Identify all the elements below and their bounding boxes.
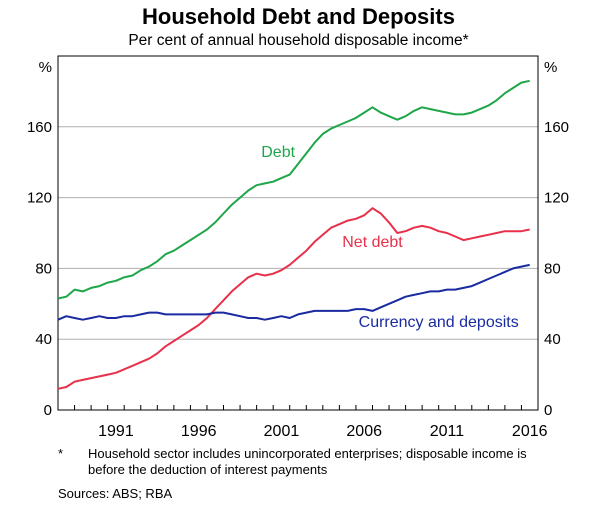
y-tick-label-right: 120 — [544, 190, 569, 207]
y-tick-label-right: 0 — [544, 402, 552, 419]
y-tick-label-left: 40 — [35, 331, 52, 348]
line-chart: 0 0 40 40 80 80 120 120 160 160% % 1991 1996 2001 2006… — [27, 55, 569, 440]
x-tick-label: 2011 — [430, 423, 465, 440]
y-tick-label-right: 160 — [544, 119, 569, 136]
x-tick-label: 1991 — [98, 423, 134, 440]
y-tick-label-right: 40 — [544, 331, 561, 348]
series-label-currency-and-deposits: Currency and deposits — [359, 314, 519, 331]
y-tick-label-left: 120 — [27, 190, 52, 207]
sources-note: Sources: ABS; RBA — [58, 486, 173, 501]
y-unit-label-left: % — [39, 59, 52, 76]
series-label-debt: Debt — [261, 144, 295, 161]
y-tick-label-right: 80 — [544, 260, 561, 277]
footnote-marker: * — [58, 446, 64, 461]
series-line-currency-and-deposits — [57, 263, 530, 321]
plot-frame — [57, 55, 539, 411]
y-tick-label-left: 160 — [27, 119, 52, 136]
series-line-net-debt — [57, 207, 530, 390]
footnote: Household sector includes unincorporated… — [88, 446, 527, 477]
series-line-debt — [57, 79, 530, 300]
x-tick-label: 2001 — [264, 423, 300, 440]
y-tick-label-left: 0 — [44, 402, 52, 419]
series-label-net-debt: Net debt — [342, 234, 403, 251]
chart-subtitle: Per cent of annual household disposable … — [128, 32, 469, 49]
x-tick-label: 2016 — [512, 423, 548, 440]
chart-title: Household Debt and Deposits — [142, 4, 455, 29]
y-tick-label-left: 80 — [35, 260, 52, 277]
x-tick-label: 2006 — [346, 423, 382, 440]
x-tick-label: 1996 — [181, 423, 217, 440]
y-unit-label-right: % — [544, 59, 557, 76]
